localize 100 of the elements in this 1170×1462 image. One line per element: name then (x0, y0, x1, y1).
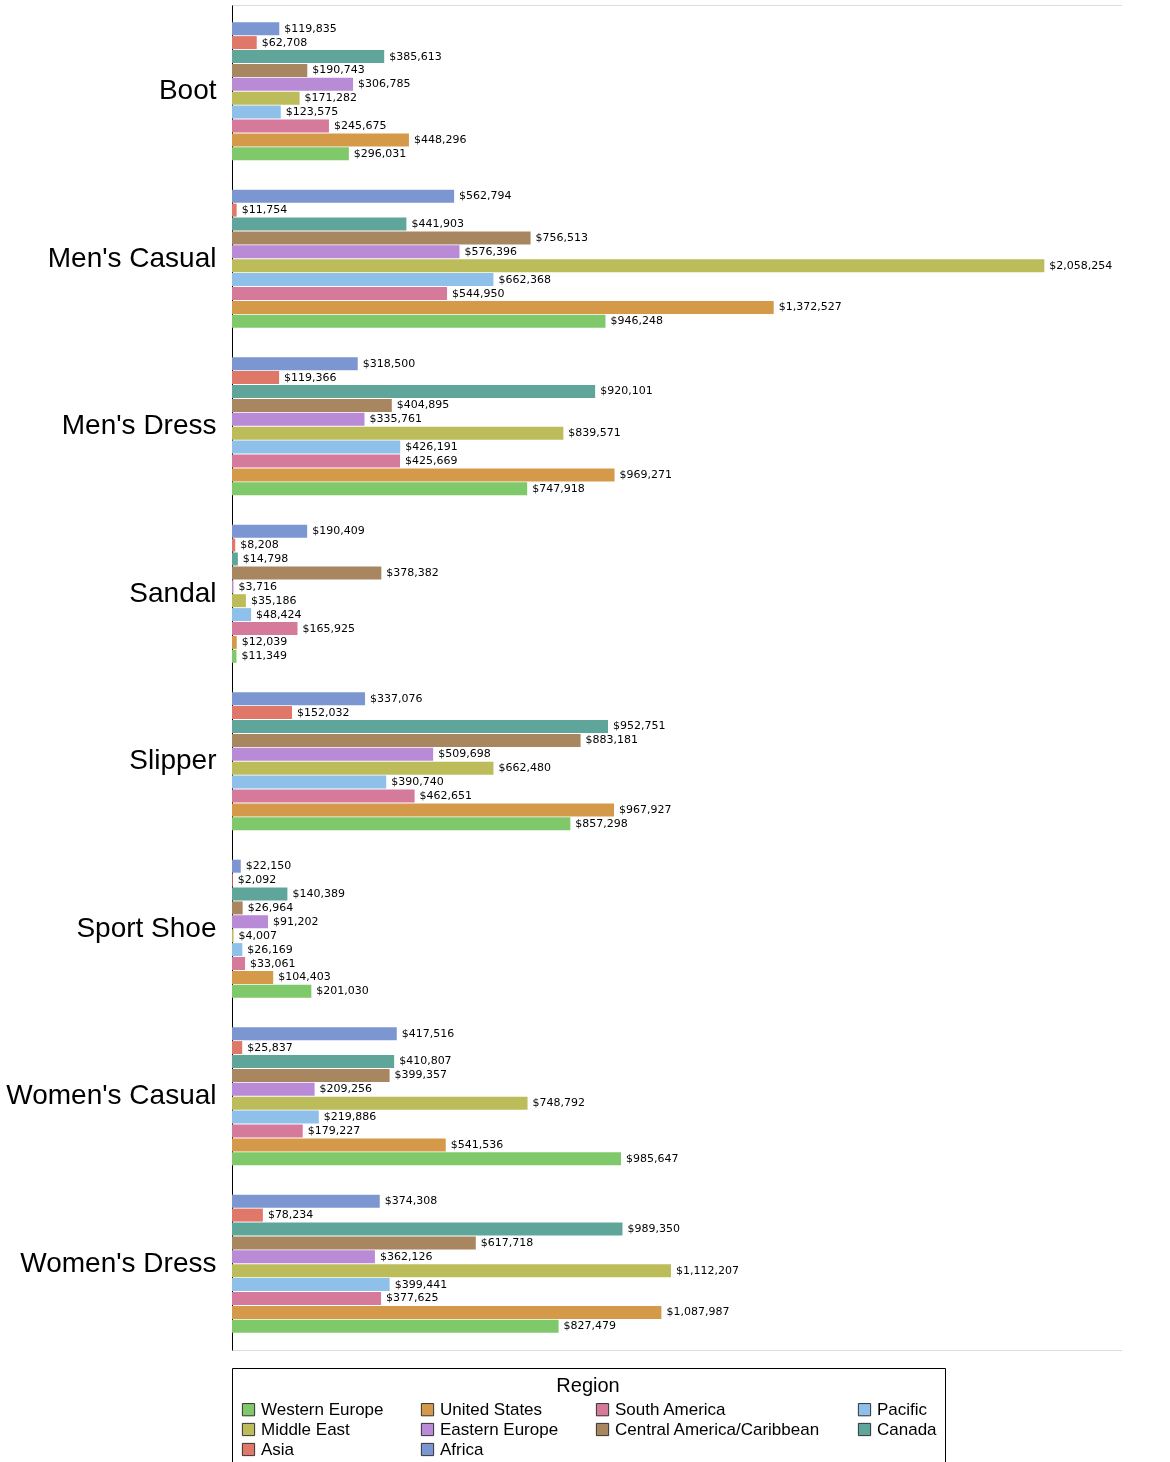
bar (232, 36, 257, 50)
data-label: $985,647 (626, 1151, 679, 1165)
bar (232, 943, 243, 957)
bar (232, 454, 400, 468)
data-label: $318,500 (362, 356, 416, 370)
data-label: $2,058,254 (1049, 258, 1113, 272)
bar (232, 133, 409, 147)
data-label: $209,256 (319, 1082, 373, 1096)
bar (232, 1138, 446, 1152)
data-label: $747,918 (532, 481, 585, 495)
legend-label: Canada (877, 1419, 938, 1439)
bar (232, 91, 300, 105)
bar (232, 887, 288, 901)
legend-label: Western Europe (261, 1399, 384, 1419)
bar (232, 915, 268, 929)
bar (232, 984, 312, 998)
data-label: $399,441 (394, 1277, 448, 1291)
bar (232, 1041, 243, 1055)
legend-label: Asia (261, 1439, 295, 1459)
bar (232, 371, 280, 385)
bar (232, 217, 407, 231)
data-label: $179,227 (307, 1124, 361, 1137)
bar (232, 1222, 623, 1236)
bar (232, 426, 564, 440)
bar (232, 1027, 397, 1041)
data-label: $306,785 (358, 77, 411, 91)
bar (232, 468, 615, 482)
legend-label: Middle East (261, 1419, 351, 1439)
bar (232, 789, 415, 803)
data-label: $946,248 (610, 314, 663, 328)
data-label: $201,030 (316, 984, 369, 998)
data-label: $78,234 (267, 1208, 314, 1222)
bar (232, 1152, 622, 1166)
bar (232, 692, 366, 706)
legend-label: Africa (440, 1439, 484, 1459)
data-label: $171,282 (304, 91, 358, 105)
y-tick-label: Men's Dress (61, 409, 217, 441)
data-label: $8,208 (240, 538, 279, 552)
bar (232, 482, 528, 496)
bar (232, 1236, 476, 1250)
data-label: $1,112,207 (675, 1263, 739, 1277)
bar (232, 566, 382, 580)
legend-label: South America (615, 1399, 727, 1419)
data-label: $25,837 (247, 1040, 293, 1054)
bar (232, 300, 774, 314)
bar (232, 1054, 395, 1068)
data-label: $26,169 (247, 942, 293, 956)
data-label: $839,571 (568, 426, 621, 440)
data-label: $509,698 (438, 747, 491, 761)
data-label: $11,349 (241, 649, 287, 663)
bar (232, 775, 387, 789)
data-label: $410,807 (399, 1054, 452, 1068)
bar (232, 105, 281, 119)
bar (232, 747, 434, 761)
data-label: $377,625 (386, 1291, 439, 1305)
bar (232, 901, 243, 915)
data-label: $541,536 (450, 1137, 504, 1151)
y-tick-label: Women's Casual (6, 1079, 217, 1111)
bar (232, 538, 236, 552)
data-label: $857,298 (575, 816, 628, 830)
bar (232, 719, 609, 733)
bar (232, 412, 365, 426)
bar (232, 649, 237, 663)
bar (232, 259, 1045, 273)
bar (232, 1208, 263, 1222)
bar (232, 1096, 528, 1110)
bar (232, 22, 280, 36)
data-label: $544,950 (452, 286, 505, 300)
legend-title: Region (556, 1374, 620, 1396)
data-label: $462,651 (419, 789, 473, 802)
bar (232, 957, 246, 970)
data-label: $756,513 (535, 230, 589, 244)
bar (232, 1264, 671, 1278)
bar (232, 398, 392, 412)
data-label: $967,927 (619, 802, 672, 816)
data-label: $390,740 (391, 775, 444, 789)
bar (232, 1250, 375, 1264)
bar (232, 1194, 380, 1208)
data-label: $26,964 (247, 900, 294, 914)
y-tick-label: Sandal (129, 576, 217, 608)
data-label: $1,372,527 (778, 300, 842, 314)
data-label: $385,613 (389, 49, 442, 63)
data-label: $920,101 (600, 384, 653, 398)
data-label: $448,296 (413, 132, 467, 146)
bar (232, 524, 308, 538)
bar (232, 635, 237, 649)
bar (232, 608, 252, 622)
bar (232, 440, 401, 454)
data-label: $104,403 (278, 970, 331, 984)
bar (232, 970, 274, 984)
legend-label: Central America/Caribbean (615, 1419, 820, 1439)
data-label: $14,798 (242, 552, 289, 565)
data-label: $662,368 (498, 272, 551, 286)
data-label: $165,925 (302, 621, 355, 635)
data-label: $190,409 (312, 524, 365, 538)
data-label: $1,087,987 (666, 1305, 730, 1319)
bar (232, 803, 615, 817)
data-label: $12,039 (241, 635, 288, 649)
bar (232, 119, 329, 133)
bar (232, 314, 606, 328)
